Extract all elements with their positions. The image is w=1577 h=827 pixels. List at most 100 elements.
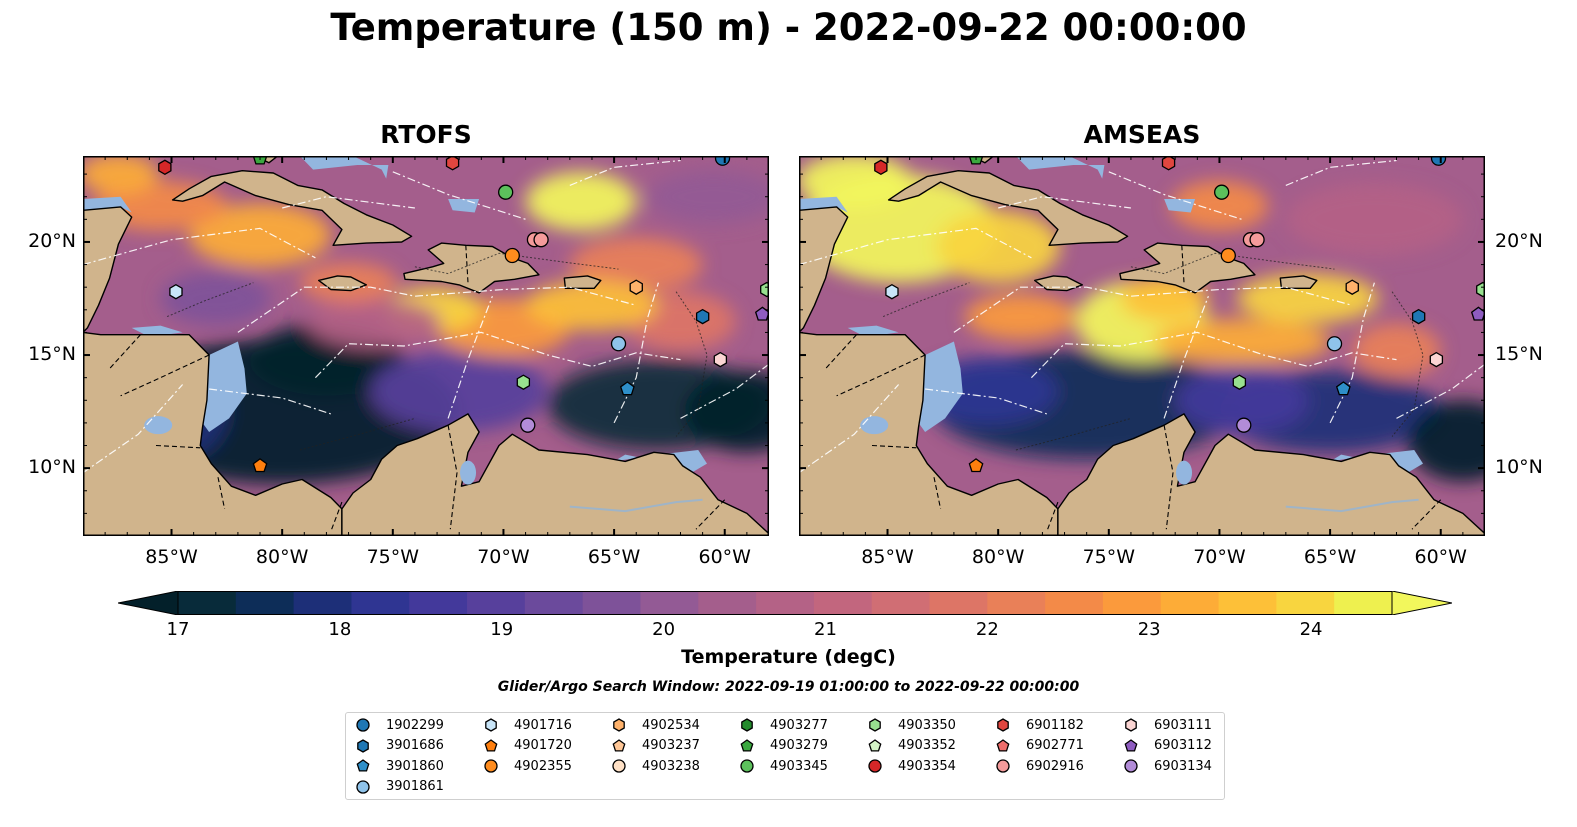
country-border-4	[447, 425, 458, 530]
legend-marker	[741, 718, 753, 732]
shelf-nicaragua	[918, 341, 963, 432]
colorbar-segment	[582, 591, 642, 615]
colorbar-segment	[1218, 591, 1277, 615]
colorbar-segment	[351, 591, 410, 615]
float-marker	[1411, 308, 1426, 325]
country-border-5	[1181, 245, 1185, 283]
legend-marker	[740, 738, 754, 752]
x-tick-label: 80°W	[255, 546, 309, 568]
country-border-5	[465, 245, 469, 283]
colorbar	[118, 591, 1452, 615]
land-cuba	[171, 169, 413, 247]
legend-item: 3901861	[356, 777, 444, 797]
colorbar-segment	[467, 591, 526, 615]
x-tick-label: 75°W	[366, 546, 420, 568]
eez-boundary-3	[209, 388, 331, 415]
colorbar-segment	[756, 591, 815, 615]
colorbar-segment	[871, 591, 931, 615]
legend-marker	[356, 718, 370, 732]
legend-label: 6903111	[1154, 717, 1212, 733]
legend-item: 6903112	[1124, 736, 1212, 756]
float-marker	[1214, 184, 1230, 200]
legend-item: 4903279	[740, 736, 828, 756]
colorbar-tick-label: 19	[490, 619, 514, 640]
map-frame	[83, 156, 769, 536]
lake-maracaibo	[460, 460, 477, 485]
legend-item: 4901720	[484, 736, 572, 756]
legend-marker-icon	[740, 738, 754, 752]
float-marker	[533, 232, 549, 248]
legend-item: 4903237	[612, 736, 700, 756]
legend-item: 4903238	[612, 756, 700, 776]
legend-item: 4903350	[868, 715, 956, 735]
y-tick-label-right: 15°N	[1495, 343, 1543, 366]
x-tick-label: 70°W	[477, 546, 530, 568]
river-orinoco	[1285, 498, 1419, 513]
float-marker	[1236, 417, 1252, 433]
eez-boundary-4	[1163, 295, 1209, 419]
y-tick-label-left: 15°N	[28, 343, 76, 366]
x-tick-label: 80°W	[971, 546, 1025, 568]
legend-marker-icon	[484, 738, 498, 752]
lake-maracaibo	[1176, 460, 1193, 485]
country-border-4	[1163, 425, 1174, 530]
float-marker	[252, 458, 268, 473]
x-tick-label: 60°W	[698, 546, 751, 568]
country-border-0	[836, 354, 926, 397]
map-frame	[799, 156, 1485, 536]
legend-label: 6902771	[1026, 738, 1084, 753]
colorbar-segment	[1102, 591, 1162, 615]
float-marker	[1429, 351, 1444, 368]
rtofs-map[interactable]	[83, 156, 769, 536]
colorbar-tick-label: 23	[1137, 619, 1161, 640]
legend-marker-icon	[868, 759, 882, 773]
colorbar-tick-label: 17	[166, 619, 190, 640]
legend-item: 4903277	[740, 715, 828, 735]
legend-marker	[869, 718, 881, 732]
legend-item: 4903345	[740, 756, 828, 776]
float-marker	[874, 159, 888, 176]
legend-marker	[997, 718, 1009, 732]
colorbar-segment	[409, 591, 468, 615]
y-tick-label-right: 10°N	[1495, 456, 1543, 479]
legend-marker-icon	[356, 779, 370, 794]
legend-marker-icon	[996, 738, 1010, 752]
legend-item: 4902355	[484, 756, 572, 776]
y-tick-label-left: 20°N	[28, 229, 76, 252]
eez-boundary-6	[799, 384, 900, 474]
colorbar-tick-label: 18	[328, 619, 352, 640]
float-marker	[1476, 281, 1485, 298]
colorbar-over-arrow	[1391, 591, 1452, 615]
legend-marker-icon	[868, 738, 882, 752]
legend-marker	[484, 759, 498, 773]
float-marker	[713, 351, 728, 368]
legend-item: 6901182	[996, 715, 1084, 735]
amseas-map[interactable]	[799, 156, 1485, 536]
legend-marker	[996, 738, 1010, 752]
legend-marker-icon	[1125, 718, 1137, 732]
legend-marker	[612, 738, 626, 752]
colorbar-segment	[178, 591, 237, 615]
isobath-0	[675, 291, 708, 437]
legend-item: 6902771	[996, 736, 1084, 756]
legend-marker-icon	[997, 718, 1009, 732]
colorbar-segment	[524, 591, 584, 615]
legend-marker	[484, 738, 498, 752]
legend-marker-icon	[1124, 759, 1138, 773]
isobath-2	[882, 282, 970, 318]
legend-marker-icon	[612, 759, 626, 773]
legend-label: 4903354	[898, 758, 956, 774]
legend-item: 4903354	[868, 756, 956, 776]
eez-boundary-8	[1285, 159, 1397, 186]
legend-label: 6903112	[1154, 738, 1212, 753]
country-border-3	[330, 501, 343, 532]
land-puertorico	[563, 275, 602, 290]
legend-label: 3901861	[386, 779, 444, 794]
float-marker	[1345, 279, 1359, 295]
x-tick-label: 85°W	[145, 546, 198, 568]
colorbar-tick-label: 22	[975, 619, 999, 640]
float-marker	[885, 283, 899, 300]
legend-item: 4901716	[484, 715, 572, 735]
eez-boundary-5	[613, 282, 659, 424]
eez-boundary-7	[680, 363, 769, 419]
